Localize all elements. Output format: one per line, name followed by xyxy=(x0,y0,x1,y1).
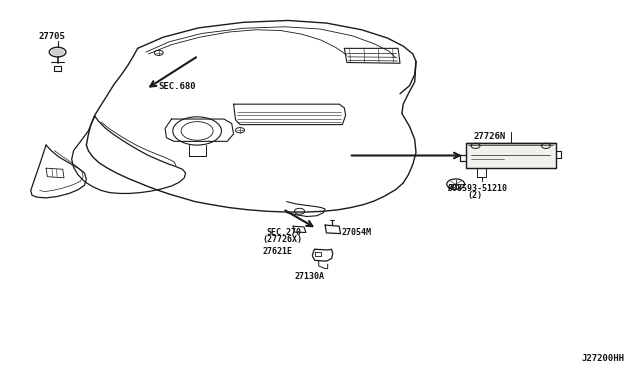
Text: (27726X): (27726X) xyxy=(262,235,302,244)
Text: SEC.270: SEC.270 xyxy=(266,228,301,237)
Text: SEC.680: SEC.680 xyxy=(159,81,196,90)
Text: 27705: 27705 xyxy=(38,32,65,41)
Bar xyxy=(466,143,556,168)
Circle shape xyxy=(51,48,64,56)
Text: J27200HH: J27200HH xyxy=(581,354,624,363)
Text: 27621E: 27621E xyxy=(262,247,292,256)
Text: Ø08593-51210: Ø08593-51210 xyxy=(447,184,507,193)
Text: 27130A: 27130A xyxy=(294,272,324,281)
Text: 27054M: 27054M xyxy=(341,228,371,237)
Text: 27726N: 27726N xyxy=(474,132,506,141)
Text: (2): (2) xyxy=(467,191,482,200)
